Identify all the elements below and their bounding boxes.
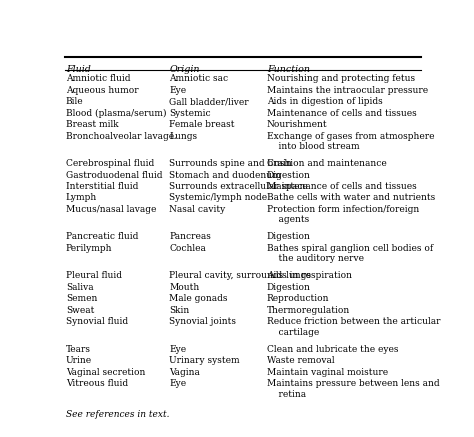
- Text: Saliva: Saliva: [66, 283, 93, 292]
- Text: Amniotic fluid: Amniotic fluid: [66, 74, 130, 83]
- Text: Digestion: Digestion: [267, 170, 310, 180]
- Text: Skin: Skin: [169, 306, 190, 315]
- Text: Maintenance of cells and tissues: Maintenance of cells and tissues: [267, 182, 417, 191]
- Text: Pancreatic fluid: Pancreatic fluid: [66, 232, 138, 242]
- Text: Pleural fluid: Pleural fluid: [66, 271, 122, 281]
- Text: Male gonads: Male gonads: [169, 295, 228, 303]
- Text: Female breast: Female breast: [169, 120, 235, 129]
- Text: Thermoregulation: Thermoregulation: [267, 306, 350, 315]
- Text: Urine: Urine: [66, 356, 92, 365]
- Text: Vagina: Vagina: [169, 368, 201, 377]
- Text: Cochlea: Cochlea: [169, 244, 206, 253]
- Text: Maintains the intraocular pressure: Maintains the intraocular pressure: [267, 86, 428, 95]
- Text: Perilymph: Perilymph: [66, 244, 112, 253]
- Text: Bronchoalveolar lavage: Bronchoalveolar lavage: [66, 132, 174, 141]
- Text: Gastroduodenal fluid: Gastroduodenal fluid: [66, 170, 163, 180]
- Text: See references in text.: See references in text.: [66, 410, 169, 419]
- Text: Amniotic sac: Amniotic sac: [169, 74, 228, 83]
- Text: Aqueous humor: Aqueous humor: [66, 86, 138, 95]
- Text: Sweat: Sweat: [66, 306, 94, 315]
- Text: Reduce friction between the articular
    cartilage: Reduce friction between the articular ca…: [267, 317, 440, 336]
- Text: Tears: Tears: [66, 345, 91, 354]
- Text: Semen: Semen: [66, 295, 97, 303]
- Text: Nourishing and protecting fetus: Nourishing and protecting fetus: [267, 74, 415, 83]
- Text: Bathe cells with water and nutrients: Bathe cells with water and nutrients: [267, 194, 435, 202]
- Text: Waste removal: Waste removal: [267, 356, 335, 365]
- Text: Bathes spiral ganglion cell bodies of
    the auditory nerve: Bathes spiral ganglion cell bodies of th…: [267, 244, 433, 264]
- Text: Aids in respiration: Aids in respiration: [267, 271, 352, 281]
- Text: Vitreous fluid: Vitreous fluid: [66, 379, 128, 388]
- Text: Breast milk: Breast milk: [66, 120, 118, 129]
- Text: Systemic/lymph node: Systemic/lymph node: [169, 194, 268, 202]
- Text: Surrounds spine and brain: Surrounds spine and brain: [169, 159, 292, 168]
- Text: Origin: Origin: [169, 65, 200, 74]
- Text: Nourishment: Nourishment: [267, 120, 328, 129]
- Text: Bile: Bile: [66, 97, 83, 106]
- Text: Gall bladder/liver: Gall bladder/liver: [169, 97, 249, 106]
- Text: Eye: Eye: [169, 379, 187, 388]
- Text: Eye: Eye: [169, 86, 187, 95]
- Text: Surrounds extracellular space: Surrounds extracellular space: [169, 182, 308, 191]
- Text: Nasal cavity: Nasal cavity: [169, 205, 226, 214]
- Text: Interstitial fluid: Interstitial fluid: [66, 182, 138, 191]
- Text: Systemic: Systemic: [169, 109, 211, 118]
- Text: Fluid: Fluid: [66, 65, 91, 74]
- Text: Eye: Eye: [169, 345, 187, 354]
- Text: Aids in digestion of lipids: Aids in digestion of lipids: [267, 97, 383, 106]
- Text: Lymph: Lymph: [66, 194, 97, 202]
- Text: Synovial fluid: Synovial fluid: [66, 317, 128, 326]
- Text: Reproduction: Reproduction: [267, 295, 329, 303]
- Text: Protection form infection/foreign
    agents: Protection form infection/foreign agents: [267, 205, 419, 224]
- Text: Pleural cavity, surrounds lungs: Pleural cavity, surrounds lungs: [169, 271, 311, 281]
- Text: Maintains pressure between lens and
    retina: Maintains pressure between lens and reti…: [267, 379, 439, 399]
- Text: Blood (plasma/serum): Blood (plasma/serum): [66, 109, 166, 118]
- Text: Mouth: Mouth: [169, 283, 200, 292]
- Text: Synovial joints: Synovial joints: [169, 317, 237, 326]
- Text: Mucus/nasal lavage: Mucus/nasal lavage: [66, 205, 156, 214]
- Text: Clean and lubricate the eyes: Clean and lubricate the eyes: [267, 345, 398, 354]
- Text: Urinary system: Urinary system: [169, 356, 240, 365]
- Text: Lungs: Lungs: [169, 132, 198, 141]
- Text: Digestion: Digestion: [267, 283, 310, 292]
- Text: Vaginal secretion: Vaginal secretion: [66, 368, 145, 377]
- Text: Cushion and maintenance: Cushion and maintenance: [267, 159, 387, 168]
- Text: Function: Function: [267, 65, 310, 74]
- Text: Pancreas: Pancreas: [169, 232, 211, 242]
- Text: Exchange of gases from atmosphere
    into blood stream: Exchange of gases from atmosphere into b…: [267, 132, 434, 151]
- Text: Stomach and duodenum: Stomach and duodenum: [169, 170, 281, 180]
- Text: Maintenance of cells and tissues: Maintenance of cells and tissues: [267, 109, 417, 118]
- Text: Maintain vaginal moisture: Maintain vaginal moisture: [267, 368, 388, 377]
- Text: Cerebrospinal fluid: Cerebrospinal fluid: [66, 159, 154, 168]
- Text: Digestion: Digestion: [267, 232, 310, 242]
